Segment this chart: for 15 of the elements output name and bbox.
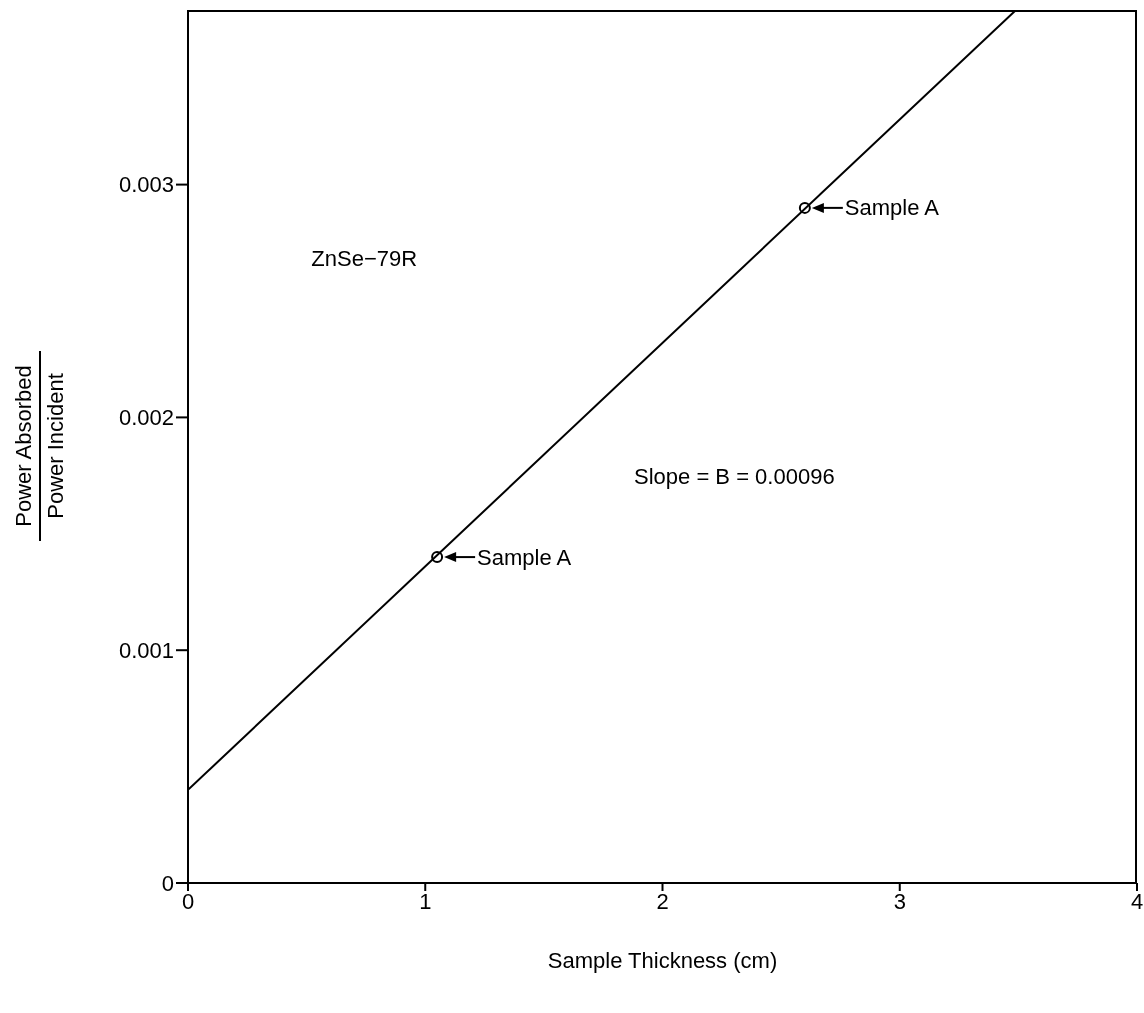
x-tick-label: 3 bbox=[893, 888, 906, 914]
y-tick-label: 0.003 bbox=[118, 172, 174, 198]
y-axis-title: Power Absorbed Power Incident bbox=[11, 363, 69, 529]
x-tick-label: 4 bbox=[1130, 888, 1144, 914]
x-tick-label: 1 bbox=[419, 888, 432, 914]
x-tick-label: 2 bbox=[656, 888, 669, 914]
x-axis-title: Sample Thickness (cm) bbox=[546, 948, 779, 974]
annotation: Sample A bbox=[844, 195, 940, 221]
x-tick-label: 0 bbox=[181, 888, 195, 914]
y-tick-label: 0.001 bbox=[118, 638, 174, 664]
annotation: ZnSe−79R bbox=[311, 245, 418, 272]
annotation: Slope = B = 0.00096 bbox=[634, 463, 835, 490]
y-tick-label: 0 bbox=[161, 870, 174, 896]
y-tick-label: 0.002 bbox=[118, 405, 174, 431]
annotation: Sample A bbox=[477, 544, 572, 570]
